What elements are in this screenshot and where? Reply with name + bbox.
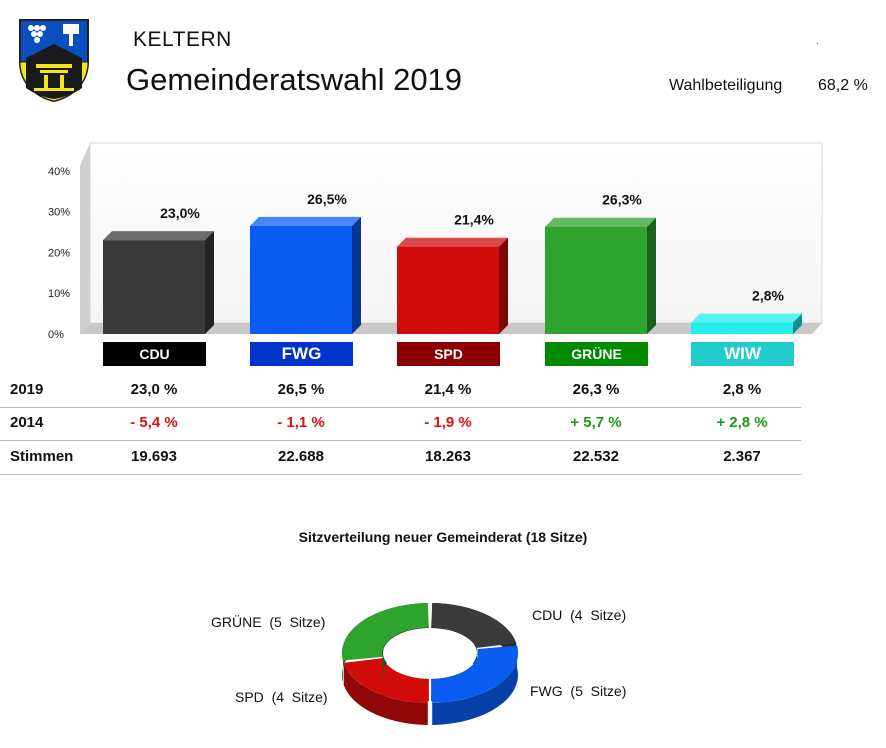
bar-fwg	[250, 216, 361, 334]
turnout-value: 68,2 %	[818, 77, 868, 94]
party-label-wiw: WIW	[691, 342, 794, 366]
bar-grüne	[545, 217, 656, 334]
table-cell: 2,8 %	[722, 381, 762, 398]
table-divider	[0, 407, 801, 408]
bar-value-label: 26,5%	[307, 191, 347, 207]
table-cell: - 1,9 %	[424, 414, 472, 431]
y-tick-label: 0%	[48, 329, 64, 341]
party-label-grüne: GRÜNE	[545, 342, 648, 366]
table-row-label: Stimmen	[10, 448, 74, 465]
table-cell: - 1,1 %	[277, 414, 325, 431]
donut-label-fwg: FWG (5 Sitze)	[530, 683, 627, 699]
pie-title: Sitzverteilung neuer Gemeinderat (18 Sit…	[298, 529, 588, 545]
bar-value-label: 21,4%	[454, 212, 494, 228]
y-tick-label: 40%	[48, 166, 70, 178]
table-cell: + 2,8 %	[716, 414, 768, 431]
table-row-label: 2014	[10, 414, 44, 431]
table-divider	[0, 474, 801, 475]
turnout-label: Wahlbeteiligung	[669, 77, 783, 94]
bar-spd	[397, 237, 508, 334]
bar-value-label: 23,0%	[160, 205, 200, 221]
seat-donut-chart	[342, 603, 518, 725]
donut-label-cdu: CDU (4 Sitze)	[532, 607, 627, 623]
donut-hole	[383, 628, 477, 678]
table-cell: 18.263	[425, 448, 471, 465]
table-cell: 2.367	[723, 448, 761, 465]
bar-cdu	[103, 231, 214, 334]
donut-slice-fwg	[431, 645, 518, 725]
bar-wiw	[691, 313, 802, 334]
bar-value-label: 2,8%	[752, 288, 784, 304]
table-cell: 22.532	[573, 448, 619, 465]
donut-slice-spd	[343, 658, 429, 725]
table-cell: 26,5 %	[277, 381, 325, 398]
table-cell: 21,4 %	[424, 381, 472, 398]
table-divider	[0, 440, 801, 441]
y-tick-label: 20%	[48, 247, 70, 259]
bar-value-label: 26,3%	[602, 192, 642, 208]
party-label-spd: SPD	[397, 342, 500, 366]
table-cell: 26,3 %	[572, 381, 620, 398]
table-row-label: 2019	[10, 381, 44, 398]
party-label-cdu: CDU	[103, 342, 206, 366]
donut-label-spd: SPD (4 Sitze)	[235, 689, 328, 705]
bar-chart: 0% 10% 20% 30% 40% 23,0% 26,5% 21,4% 26,3% 2,8%	[48, 142, 823, 341]
town-name: KELTERN	[133, 28, 232, 51]
header-dot: .	[816, 36, 819, 47]
town-crest-logo	[19, 19, 89, 102]
table-cell: 23,0 %	[130, 381, 178, 398]
donut-label-gruene: GRÜNE (5 Sitze)	[211, 614, 326, 630]
party-label-fwg: FWG	[250, 342, 353, 366]
chart-side-wall	[80, 143, 90, 334]
table-cell: + 5,7 %	[570, 414, 622, 431]
y-tick-label: 10%	[48, 288, 70, 300]
table-cell: - 5,4 %	[130, 414, 178, 431]
page-title: Gemeinderatswahl 2019	[126, 62, 463, 97]
y-tick-label: 30%	[48, 207, 70, 219]
table-cell: 19.693	[131, 448, 177, 465]
table-cell: 22.688	[278, 448, 324, 465]
